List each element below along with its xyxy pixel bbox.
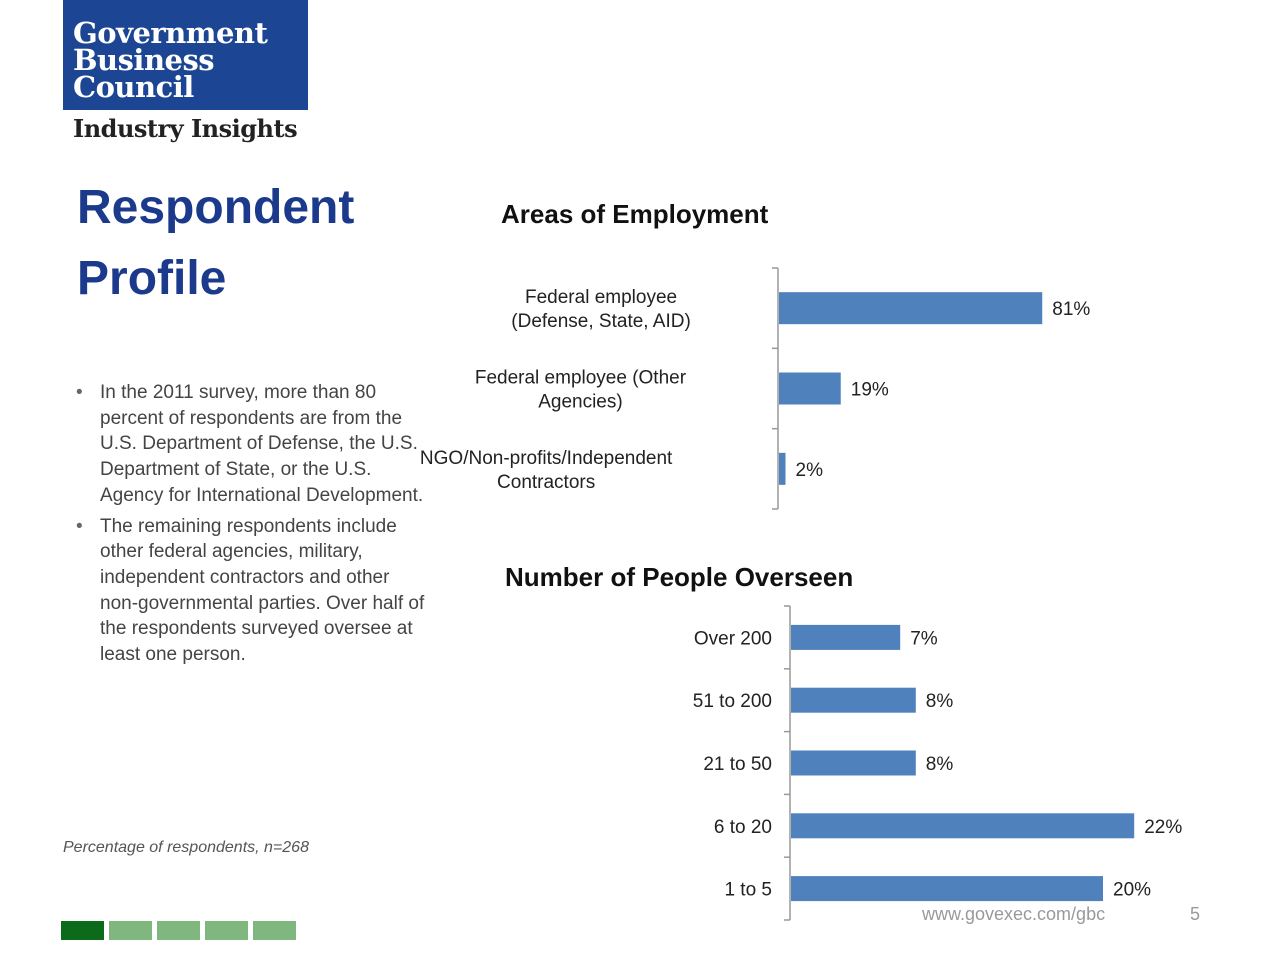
employment-bar xyxy=(779,292,1043,325)
employment-value-label: 19% xyxy=(851,380,889,401)
footer-block-active xyxy=(61,921,104,940)
brand-subtitle: Industry Insights xyxy=(73,114,298,143)
footer-url: www.govexec.com/gbc xyxy=(922,904,1106,924)
overseen-bar xyxy=(791,813,1135,839)
slide-title: Respondent Profile xyxy=(77,172,354,314)
slide-title-line: Respondent xyxy=(77,181,355,234)
logo-line: Business xyxy=(73,43,215,77)
slide-title-line: Profile xyxy=(77,252,227,305)
employment-bar xyxy=(779,452,786,485)
overseen-value-label: 20% xyxy=(1113,880,1151,901)
overseen-category-label: Over 200 xyxy=(694,628,772,649)
overseen-bar xyxy=(791,624,901,650)
summary-bullets: In the 2011 survey, more than 80 percent… xyxy=(72,380,432,673)
employment-category-label: Federal employee (Other Agencies) xyxy=(475,368,687,413)
bullet-item: The remaining respondents include other … xyxy=(72,514,432,668)
employment-value-label: 81% xyxy=(1052,299,1090,320)
gbc-logo: Government Business Council xyxy=(63,0,308,110)
overseen-value-label: 8% xyxy=(926,691,954,712)
footer-block xyxy=(253,921,296,940)
overseen-chart-title: Number of People Overseen xyxy=(505,562,854,592)
footer-block xyxy=(157,921,200,940)
overseen-category-label: 1 to 5 xyxy=(724,880,772,901)
footer-block xyxy=(205,921,248,940)
employment-category-label: NGO/Non-profits/Independent Contractors xyxy=(420,448,673,493)
bullet-item: In the 2011 survey, more than 80 percent… xyxy=(72,380,432,509)
logo-line: Council xyxy=(73,70,194,104)
overseen-value-label: 8% xyxy=(926,754,954,775)
overseen-value-label: 22% xyxy=(1144,817,1182,838)
overseen-bar xyxy=(791,687,916,713)
employment-category-label: Federal employee (Defense, State, AID) xyxy=(511,287,691,332)
overseen-category-label: 51 to 200 xyxy=(693,691,772,712)
page-number: 5 xyxy=(1190,904,1201,924)
overseen-bar xyxy=(791,876,1103,902)
employment-value-label: 2% xyxy=(796,460,824,481)
employment-chart-title: Areas of Employment xyxy=(501,199,769,229)
footer-block xyxy=(109,921,152,940)
employment-bar xyxy=(779,372,841,405)
overseen-category-label: 21 to 50 xyxy=(703,754,772,775)
sample-note: Percentage of respondents, n=268 xyxy=(63,839,309,856)
overseen-bar xyxy=(791,750,916,776)
logo-line: Government xyxy=(73,16,268,50)
overseen-value-label: 7% xyxy=(910,628,938,649)
overseen-category-label: 6 to 20 xyxy=(714,817,772,838)
